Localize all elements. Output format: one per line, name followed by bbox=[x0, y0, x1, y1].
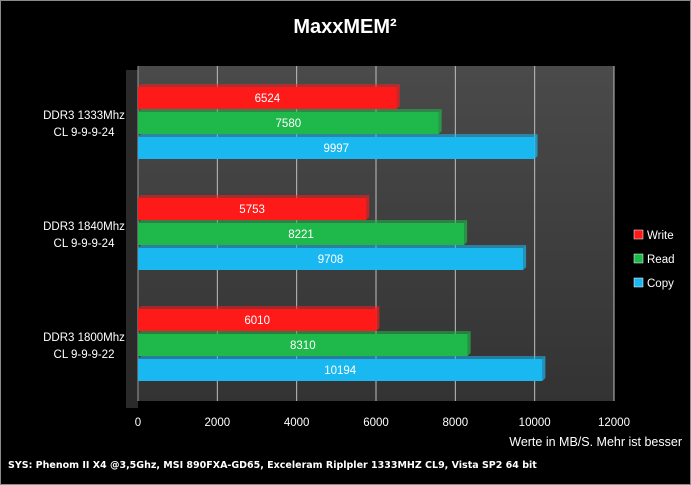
bar-top-face bbox=[138, 220, 468, 223]
bar-front-face bbox=[138, 87, 397, 109]
category-label: DDR3 1800Mhz bbox=[43, 332, 125, 344]
data-label: 6010 bbox=[244, 315, 270, 327]
data-label: 10194 bbox=[324, 365, 357, 377]
bar-side-face bbox=[366, 195, 370, 220]
chart-title: MaxxMEM² bbox=[293, 16, 397, 38]
category-label: DDR3 1333Mhz bbox=[43, 110, 125, 122]
bar-front-face bbox=[138, 334, 468, 356]
bar-front-face bbox=[138, 198, 367, 220]
bar-top-face bbox=[138, 134, 538, 137]
bar-read bbox=[138, 220, 468, 245]
bar-front-face bbox=[138, 248, 524, 270]
bar-front-face bbox=[138, 112, 439, 134]
bar-side-face bbox=[467, 331, 471, 356]
bar-side-face bbox=[376, 306, 380, 331]
category-label: CL 9-9-9-22 bbox=[54, 349, 115, 361]
bar-copy bbox=[138, 134, 538, 159]
data-label: 5753 bbox=[239, 204, 265, 216]
legend-label: Write bbox=[647, 230, 674, 242]
bar-top-face bbox=[138, 84, 400, 87]
plot-side-wall bbox=[126, 70, 138, 408]
bar-write bbox=[138, 195, 370, 220]
x-tick-label: 10000 bbox=[519, 417, 551, 429]
bar-top-face bbox=[138, 306, 380, 309]
bar-side-face bbox=[396, 84, 400, 109]
bar-top-face bbox=[138, 356, 546, 359]
legend-label: Copy bbox=[647, 278, 674, 290]
bar-front-face bbox=[138, 309, 377, 331]
x-tick-label: 4000 bbox=[284, 417, 310, 429]
legend-label: Read bbox=[647, 254, 675, 266]
category-label: DDR3 1840Mhz bbox=[43, 221, 125, 233]
data-label: 7580 bbox=[276, 118, 302, 130]
x-tick-label: 8000 bbox=[443, 417, 469, 429]
data-labels: 6524 7580 9997 5753 8221 9708 6010 8310 10194 bbox=[239, 93, 356, 377]
bar-side-face bbox=[438, 109, 442, 134]
bar-copy bbox=[138, 245, 527, 270]
bar-copy bbox=[138, 356, 546, 381]
legend-item-write: Write bbox=[633, 229, 674, 242]
bar-side-face bbox=[534, 134, 538, 159]
legend-swatch bbox=[633, 253, 644, 264]
bars bbox=[138, 84, 546, 381]
data-label: 9997 bbox=[323, 143, 349, 155]
bar-top-face bbox=[138, 109, 442, 112]
bar-side-face bbox=[523, 245, 527, 270]
bar-top-face bbox=[138, 195, 370, 198]
x-tick-labels: 0 2000 4000 6000 8000 10000 12000 bbox=[135, 417, 630, 429]
x-tick-label: 0 bbox=[135, 417, 141, 429]
x-tick-label: 12000 bbox=[598, 417, 630, 429]
legend-item-copy: Copy bbox=[633, 277, 674, 290]
bar-front-face bbox=[138, 223, 465, 245]
bar-top-face bbox=[138, 245, 527, 248]
bar-write bbox=[138, 84, 400, 109]
data-label: 8221 bbox=[288, 229, 314, 241]
bar-read bbox=[138, 109, 442, 134]
legend-item-read: Read bbox=[633, 253, 675, 266]
bar-side-face bbox=[542, 356, 546, 381]
legend-swatch bbox=[633, 277, 644, 288]
x-tick-label: 6000 bbox=[363, 417, 389, 429]
legend-swatch bbox=[633, 229, 644, 240]
category-label: CL 9-9-9-24 bbox=[54, 238, 116, 250]
system-info-footer: SYS: Phenom II X4 @3,5Ghz, MSI 890FXA-GD… bbox=[8, 460, 537, 471]
data-label: 9708 bbox=[318, 254, 344, 266]
category-labels: DDR3 1333Mhz CL 9-9-9-24 DDR3 1840Mhz CL 9-… bbox=[43, 110, 125, 361]
x-axis-label: Werte in MB/S. Mehr ist besser bbox=[509, 435, 682, 449]
data-label: 8310 bbox=[290, 340, 316, 352]
bar-front-face bbox=[138, 137, 535, 159]
x-tick-label: 2000 bbox=[205, 417, 231, 429]
bar-read bbox=[138, 331, 471, 356]
bar-side-face bbox=[464, 220, 468, 245]
legend: Write Read Copy bbox=[633, 229, 675, 290]
category-label: CL 9-9-9-24 bbox=[54, 127, 116, 139]
bar-write bbox=[138, 306, 380, 331]
data-label: 6524 bbox=[255, 93, 281, 105]
bar-top-face bbox=[138, 331, 471, 334]
bar-front-face bbox=[138, 359, 543, 381]
